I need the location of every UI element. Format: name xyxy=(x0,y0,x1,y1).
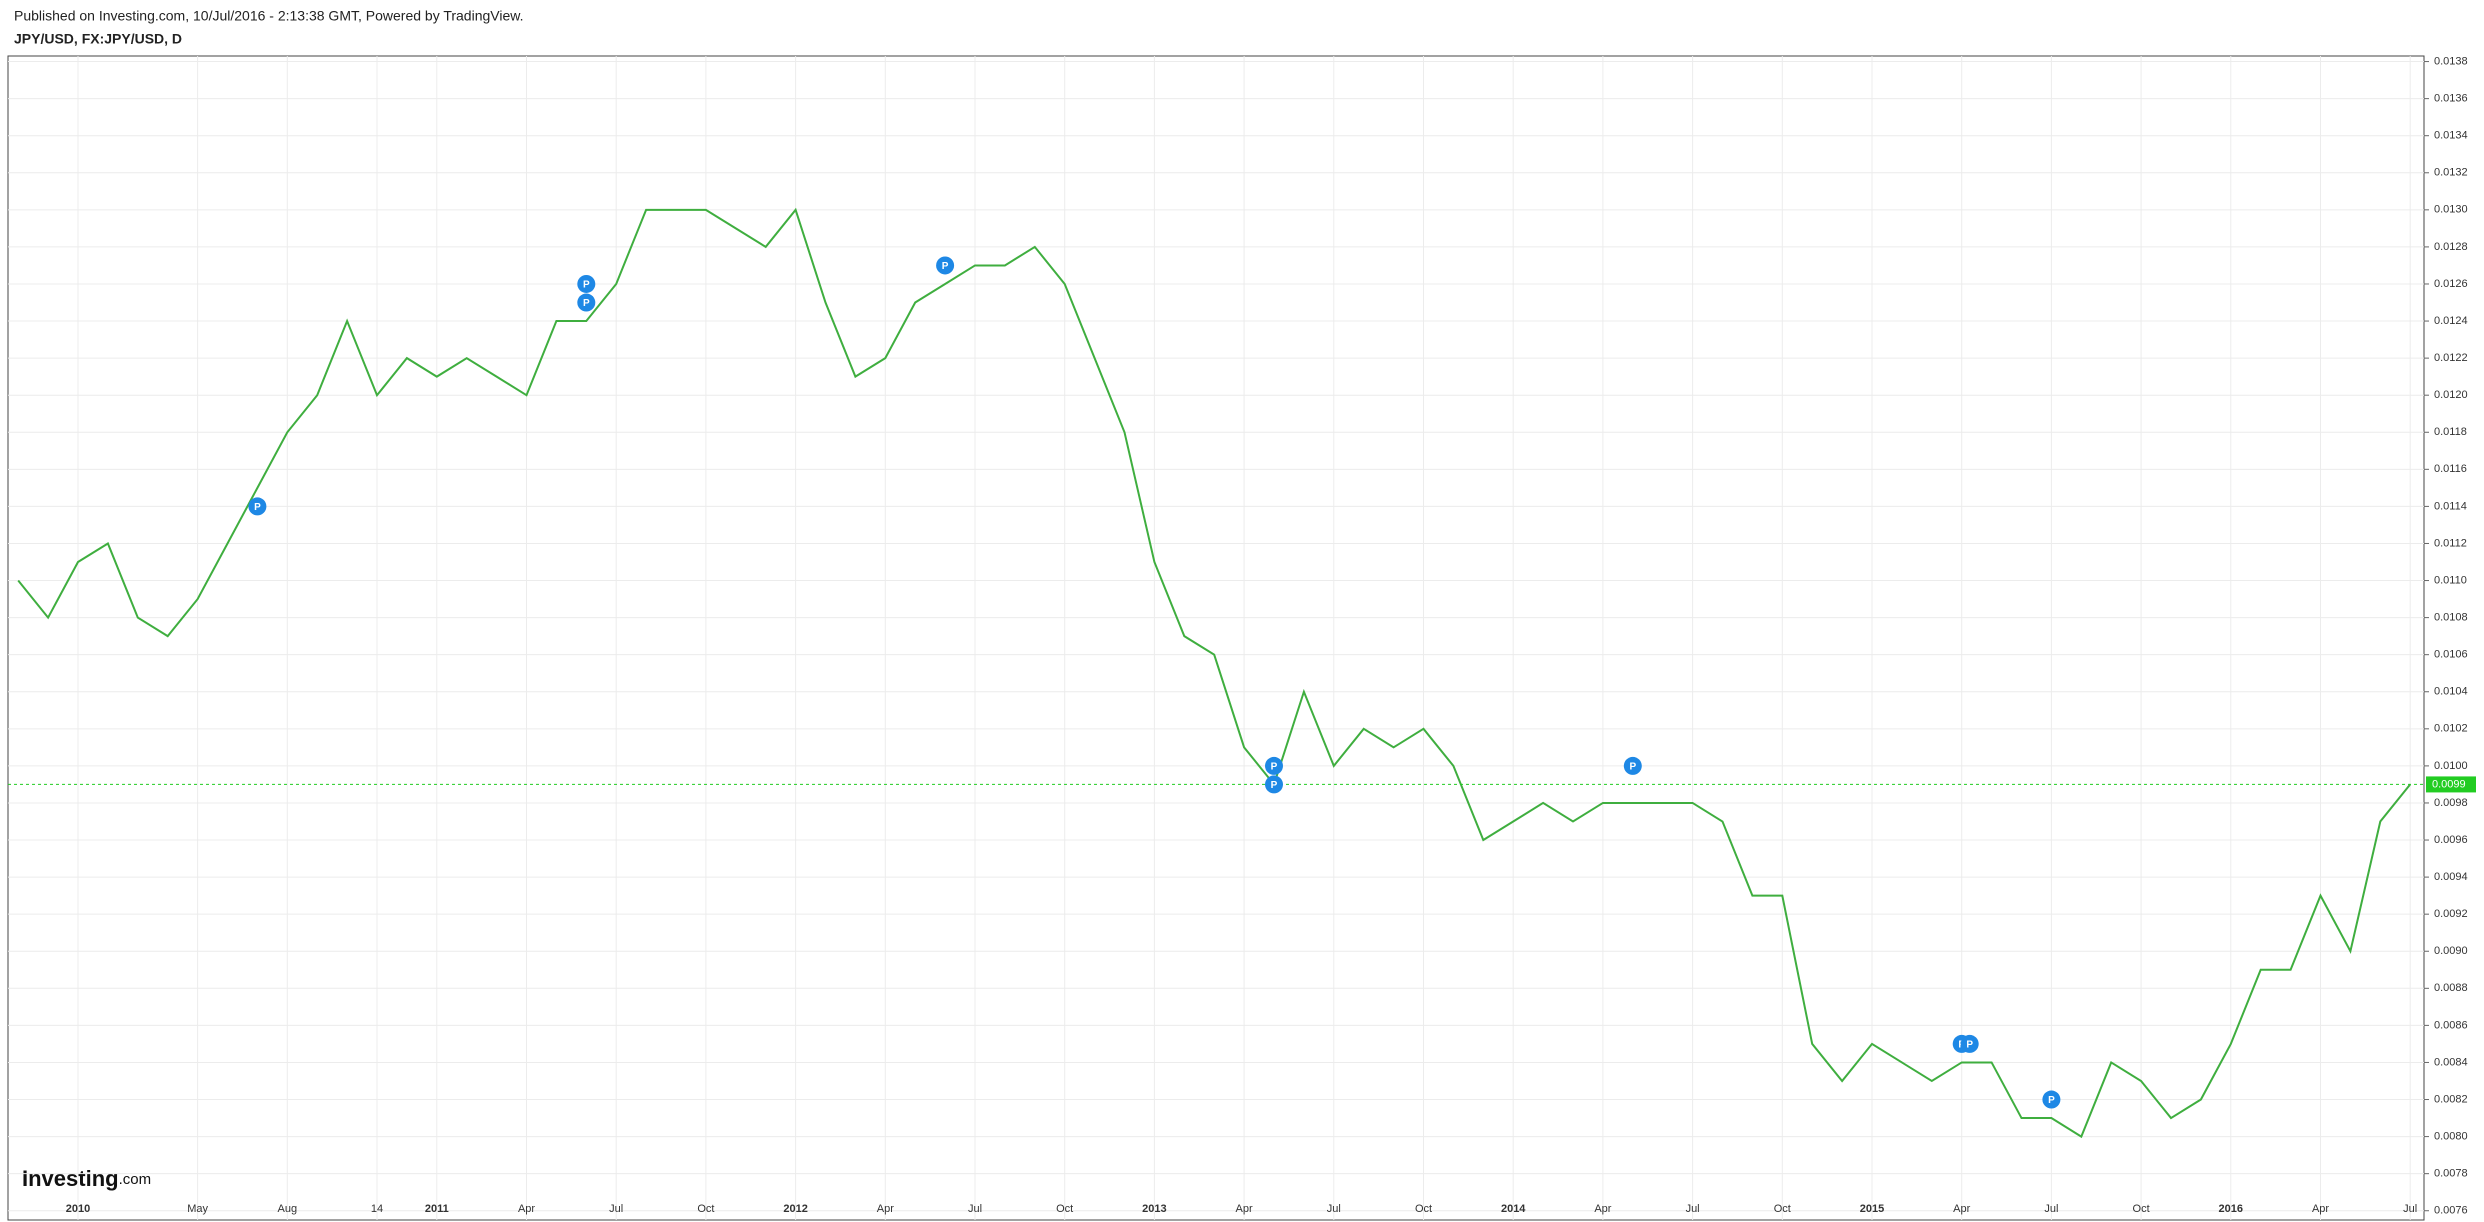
x-tick-label: Jul xyxy=(968,1203,982,1215)
y-tick-label: 0.0086 xyxy=(2434,1019,2468,1031)
y-tick-label: 0.0114 xyxy=(2434,500,2467,512)
y-tick-label: 0.0098 xyxy=(2434,797,2468,809)
x-tick-label: 2011 xyxy=(425,1203,449,1215)
x-tick-label: 14 xyxy=(371,1203,383,1215)
y-tick-label: 0.0136 xyxy=(2434,93,2468,105)
x-tick-label: 2013 xyxy=(1142,1203,1166,1215)
y-tick-label: 0.0108 xyxy=(2434,612,2468,624)
annotation-label: P xyxy=(1271,780,1278,791)
y-tick-label: 0.0092 xyxy=(2434,908,2468,920)
x-tick-label: Jul xyxy=(2044,1203,2058,1215)
y-tick-label: 0.0076 xyxy=(2434,1205,2468,1217)
x-tick-label: 2010 xyxy=(66,1203,90,1215)
x-tick-label: Aug xyxy=(278,1203,298,1215)
symbol-title: JPY/USD, FX:JPY/USD, D xyxy=(14,31,182,47)
watermark-main: Investing xyxy=(22,1166,119,1191)
watermark-suffix: .com xyxy=(119,1171,152,1188)
y-tick-label: 0.0104 xyxy=(2434,686,2468,698)
y-tick-label: 0.0118 xyxy=(2434,426,2467,438)
annotation-badge xyxy=(1265,756,1283,775)
annotation-label: P xyxy=(1629,762,1636,773)
y-tick-label: 0.0096 xyxy=(2434,834,2468,846)
x-tick-label: Jul xyxy=(1327,1203,1341,1215)
annotation-badge xyxy=(577,274,596,293)
x-tick-label: Apr xyxy=(518,1203,535,1215)
annotation-badge xyxy=(248,497,267,516)
x-tick-label: 2012 xyxy=(783,1203,807,1215)
x-tick-label: Oct xyxy=(697,1203,714,1215)
annotation-badge xyxy=(1623,756,1642,775)
y-tick-label: 0.0110 xyxy=(2434,574,2467,586)
x-tick-label: May xyxy=(187,1203,208,1215)
annotation-label: P xyxy=(942,261,949,272)
annotation-badge xyxy=(577,293,596,312)
last-value-label: 0.0099 xyxy=(2432,778,2466,790)
y-tick-label: 0.0134 xyxy=(2434,130,2468,142)
annotation-label: P xyxy=(583,298,590,309)
annotation-badge xyxy=(1265,775,1283,794)
x-tick-label: 2014 xyxy=(1501,1203,1526,1215)
y-tick-label: 0.0124 xyxy=(2434,315,2468,327)
y-tick-label: 0.0126 xyxy=(2434,278,2468,290)
price-line xyxy=(17,207,2411,1139)
annotation-label: P xyxy=(2048,1095,2055,1106)
x-tick-label: 2015 xyxy=(1860,1203,1884,1215)
annotation-badge xyxy=(2042,1090,2061,1109)
annotation-label: P xyxy=(1271,762,1278,773)
y-tick-label: 0.0100 xyxy=(2434,760,2468,772)
y-tick-label: 0.0084 xyxy=(2434,1056,2468,1068)
x-tick-label: Oct xyxy=(1774,1203,1791,1215)
y-tick-label: 0.0082 xyxy=(2434,1093,2468,1105)
y-tick-label: 0.0094 xyxy=(2434,871,2468,883)
x-tick-label: Oct xyxy=(1056,1203,1073,1215)
y-tick-label: 0.0088 xyxy=(2434,982,2468,994)
y-tick-label: 0.0130 xyxy=(2434,204,2468,216)
x-tick-label: Jul xyxy=(2403,1203,2417,1215)
published-note: Published on Investing.com, 10/Jul/2016 … xyxy=(14,8,523,24)
y-tick-label: 0.0080 xyxy=(2434,1130,2468,1142)
y-tick-label: 0.0116 xyxy=(2434,463,2467,475)
x-tick-label: 2016 xyxy=(2219,1203,2243,1215)
y-tick-label: 0.0138 xyxy=(2434,55,2468,67)
y-tick-label: 0.0090 xyxy=(2434,945,2468,957)
x-tick-label: Apr xyxy=(1594,1203,1611,1215)
watermark: Investing.com xyxy=(22,1166,151,1191)
plot-frame xyxy=(7,55,2425,1221)
y-tick-label: 0.0106 xyxy=(2434,649,2468,661)
x-tick-label: Apr xyxy=(1953,1203,1970,1215)
x-tick-label: Jul xyxy=(609,1203,623,1215)
y-tick-label: 0.0112 xyxy=(2434,537,2467,549)
annotation-label: P xyxy=(254,502,261,513)
annotation-badge xyxy=(1960,1034,1979,1053)
x-tick-label: Oct xyxy=(2133,1203,2150,1215)
y-tick-label: 0.0120 xyxy=(2434,389,2468,401)
y-tick-label: 0.0122 xyxy=(2434,352,2468,364)
x-tick-label: Apr xyxy=(1236,1203,1253,1215)
last-value-box xyxy=(2426,776,2476,793)
y-tick-label: 0.0132 xyxy=(2434,167,2468,179)
y-tick-label: 0.0128 xyxy=(2434,241,2468,253)
annotation-label: P xyxy=(583,280,590,291)
x-tick-label: Jul xyxy=(1686,1203,1700,1215)
x-tick-label: Oct xyxy=(1415,1203,1432,1215)
y-tick-label: 0.0102 xyxy=(2434,723,2468,735)
y-tick-label: 0.0078 xyxy=(2434,1168,2468,1180)
x-tick-label: Apr xyxy=(877,1203,894,1215)
annotation-label: P xyxy=(1966,1040,1973,1051)
annotation-badge xyxy=(936,256,955,275)
x-tick-label: Apr xyxy=(2312,1203,2329,1215)
